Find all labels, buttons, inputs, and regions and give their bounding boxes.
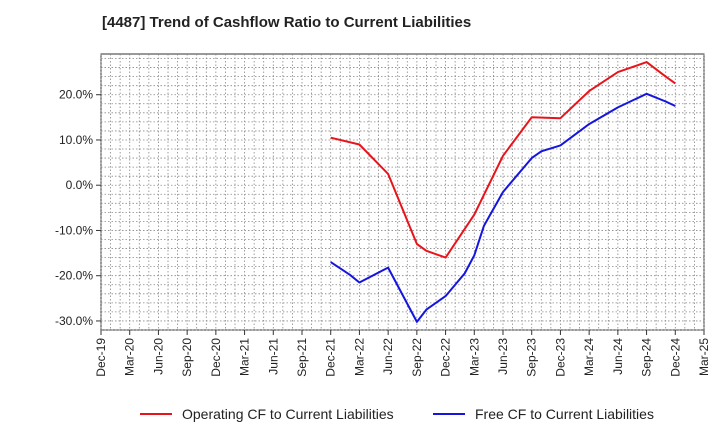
- legend-free-cf: Free CF to Current Liabilities: [433, 406, 654, 422]
- x-tick-label: Sep-20: [180, 338, 194, 377]
- legend-label: Free CF to Current Liabilities: [475, 406, 654, 422]
- x-tick-label: Mar-22: [352, 338, 366, 376]
- free-cf-line: [330, 92, 676, 323]
- x-tick-label: Jun-22: [381, 338, 395, 375]
- x-tick-label: Sep-24: [640, 338, 654, 377]
- y-tick-label: 10.0%: [59, 133, 93, 147]
- operating-cf-line: [330, 61, 676, 259]
- x-tick-label: Mar-23: [467, 338, 481, 376]
- x-tick-label: Jun-24: [611, 338, 625, 375]
- y-tick-label: -10.0%: [55, 223, 93, 237]
- legend: Operating CF to Current Liabilities Free …: [140, 406, 654, 422]
- x-tick-label: Sep-22: [410, 338, 424, 377]
- x-tick-label: Mar-25: [697, 338, 711, 376]
- y-axis: 20.0% 10.0% 0.0% -10.0% -20.0% -30.0%: [55, 88, 101, 328]
- x-axis: Dec-19 Mar-20 Jun-20 Sep-20 Dec-20 Mar-21 Jun-…: [94, 330, 711, 377]
- y-tick-label: 0.0%: [66, 178, 94, 192]
- x-tick-label: Dec-24: [668, 338, 682, 377]
- grid-lines: [100, 54, 705, 331]
- y-tick-label: -20.0%: [55, 269, 93, 283]
- x-tick-label: Mar-24: [582, 338, 596, 376]
- x-tick-label: Sep-23: [525, 338, 539, 377]
- legend-operating-cf: Operating CF to Current Liabilities: [140, 406, 394, 422]
- x-tick-label: Dec-22: [439, 338, 453, 377]
- x-tick-label: Dec-19: [94, 338, 108, 377]
- y-tick-label: -30.0%: [55, 314, 93, 328]
- x-tick-label: Dec-20: [209, 338, 223, 377]
- plot-area: [100, 53, 705, 331]
- legend-label: Operating CF to Current Liabilities: [182, 406, 394, 422]
- x-tick-label: Jun-20: [151, 338, 165, 375]
- y-tick-label: 20.0%: [59, 88, 93, 102]
- x-tick-label: Sep-21: [295, 338, 309, 377]
- series-lines: [330, 61, 676, 323]
- x-tick-label: Mar-21: [238, 338, 252, 376]
- x-tick-label: Jun-23: [496, 338, 510, 375]
- x-tick-label: Jun-21: [266, 338, 280, 375]
- x-tick-label: Dec-21: [324, 338, 338, 377]
- x-tick-label: Mar-20: [123, 338, 137, 376]
- x-tick-label: Dec-23: [553, 338, 567, 377]
- chart-title: [4487] Trend of Cashflow Ratio to Curren…: [102, 14, 472, 31]
